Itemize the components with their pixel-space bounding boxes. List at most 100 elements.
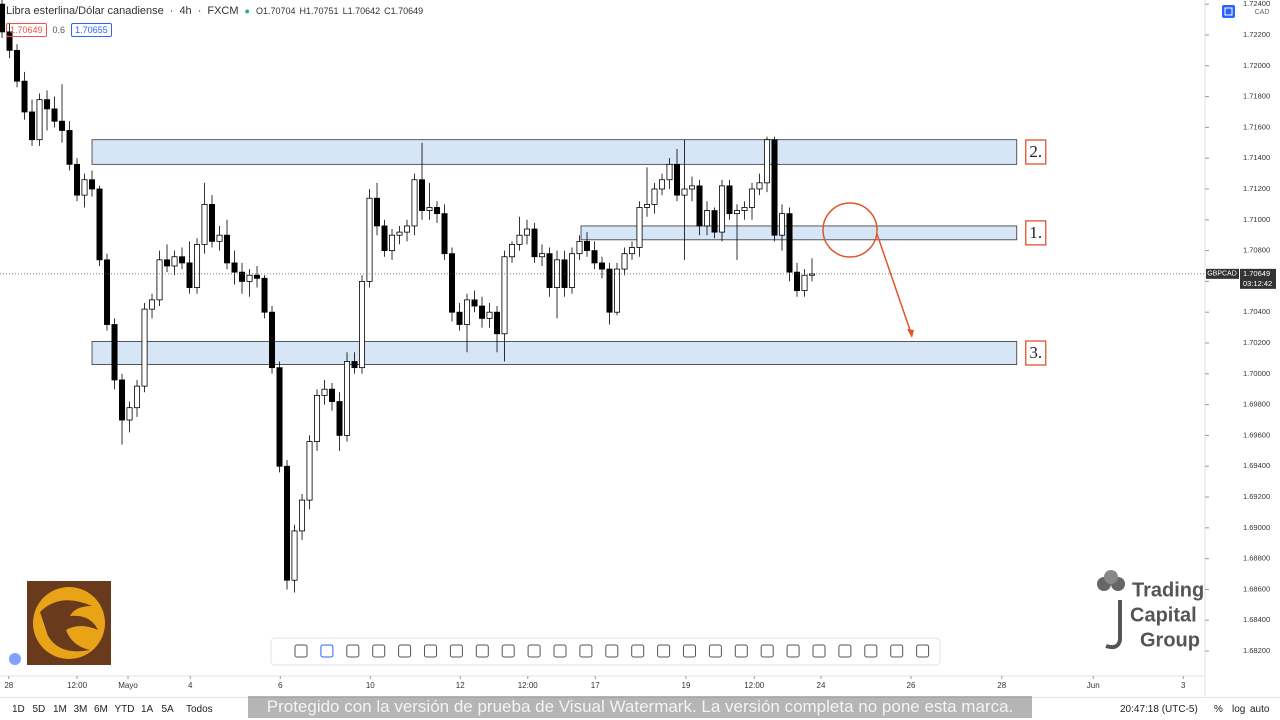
zone: [580, 225, 1018, 241]
ask[interactable]: 1.70655: [71, 23, 112, 37]
zone-label: 2.: [1029, 142, 1042, 161]
tv-logo: [9, 653, 21, 665]
tool-icon[interactable]: [890, 644, 904, 658]
candle-body: [284, 465, 291, 581]
candle-body: [464, 299, 471, 325]
range-button[interactable]: 5D: [32, 704, 46, 715]
tool-icon[interactable]: [605, 644, 619, 658]
candle-body: [254, 274, 261, 279]
candle-body: [554, 259, 561, 288]
candle-body: [381, 225, 388, 251]
tool-icon[interactable]: [864, 644, 878, 658]
tool-icon[interactable]: [424, 644, 437, 658]
tool-icon[interactable]: [812, 644, 826, 658]
tool-icon[interactable]: [786, 644, 800, 658]
tool-icon[interactable]: [501, 644, 515, 658]
tool-icon[interactable]: [683, 644, 696, 658]
candle-body: [246, 274, 253, 282]
price-label-box: [1240, 268, 1276, 289]
tool-icon[interactable]: [320, 644, 334, 658]
y-tick-label: 1.70200: [1243, 338, 1270, 347]
tool-icon[interactable]: [708, 644, 722, 658]
settings-button[interactable]: [1222, 5, 1235, 18]
scale-option[interactable]: auto: [1250, 704, 1270, 715]
y-tick-label: 1.68800: [1243, 554, 1270, 563]
tool-icon[interactable]: [657, 644, 671, 658]
tool-icon[interactable]: [734, 644, 748, 658]
candle-body: [621, 253, 628, 270]
tool-icon[interactable]: [398, 644, 412, 658]
candle-body: [636, 207, 643, 248]
candle-body: [336, 401, 343, 436]
candle-body: [599, 262, 606, 270]
currency: CAD: [1255, 9, 1270, 16]
candle-body: [659, 179, 666, 190]
range-button[interactable]: YTD: [114, 704, 135, 715]
annotation-circle: [822, 202, 878, 258]
tool-icon[interactable]: [838, 644, 852, 658]
candle-body: [704, 210, 711, 227]
candle-body: [726, 185, 733, 215]
ohlc-values: O1.70704 H1.70751 L1.70642 C1.70649: [256, 6, 423, 16]
zone-label: 1.: [1029, 223, 1042, 242]
candle-body: [689, 185, 696, 190]
zone-label-box: [1025, 139, 1047, 165]
tool-icon[interactable]: [527, 644, 541, 658]
candle-body: [396, 231, 403, 236]
range-button[interactable]: Todos: [186, 704, 213, 715]
tool-icon[interactable]: [346, 644, 360, 658]
candle-body: [794, 271, 801, 292]
y-tick-label: 1.68600: [1243, 584, 1270, 593]
candle-body: [486, 311, 493, 319]
range-button[interactable]: 1D: [12, 704, 25, 715]
candle-body: [171, 256, 178, 267]
status-dot: ●: [244, 6, 250, 16]
tool-icon[interactable]: [631, 644, 645, 658]
bid[interactable]: 1.70649: [6, 23, 47, 37]
range-button[interactable]: 1A: [141, 704, 154, 715]
candle-body: [456, 311, 463, 325]
candle-body: [344, 361, 351, 436]
candle-body: [141, 308, 148, 387]
tool-icon[interactable]: [760, 644, 774, 658]
tool-icon[interactable]: [475, 644, 489, 658]
tool-icon[interactable]: [372, 644, 386, 658]
candle-body: [779, 213, 786, 236]
candle-body: [426, 207, 433, 211]
range-button[interactable]: 1M: [53, 704, 67, 715]
tool-icon[interactable]: [294, 644, 308, 658]
tool-icon[interactable]: [553, 644, 567, 658]
y-tick-label: 1.71600: [1243, 122, 1270, 131]
candle-body: [134, 385, 141, 409]
symbol-label-box: [1206, 268, 1239, 279]
scale-option[interactable]: log: [1232, 704, 1246, 715]
range-button[interactable]: 6M: [94, 704, 108, 715]
candle-body: [569, 253, 576, 288]
candle-body: [224, 234, 231, 264]
candle-body: [449, 253, 456, 313]
zone-label: 3.: [1029, 343, 1042, 362]
range-button[interactable]: 3M: [73, 704, 88, 715]
tool-icon[interactable]: [449, 644, 463, 658]
ohlc-value: O1.70704: [255, 6, 296, 16]
brand-mark: [1105, 600, 1122, 650]
countdown-label: 03:12:42: [1243, 279, 1272, 288]
ohlc-value: L1.70642: [342, 6, 381, 16]
tool-icon[interactable]: [579, 644, 593, 658]
x-tick-label: 17: [591, 681, 600, 690]
y-tick-label: 1.71200: [1243, 184, 1270, 193]
annotation-arrow: [876, 233, 912, 334]
range-button[interactable]: 5A: [161, 704, 174, 715]
candle-body: [666, 163, 673, 181]
candle-body: [719, 185, 726, 233]
legend: Libra esterlina/Dólar canadiense · 4h · FX…: [6, 5, 424, 17]
candle-body: [6, 31, 13, 51]
tool-icon[interactable]: [916, 644, 930, 658]
candle-body: [471, 299, 478, 307]
ohlc-value: C1.70649: [384, 6, 424, 16]
y-tick-label: 1.72400: [1243, 0, 1270, 8]
candle-body: [546, 253, 553, 288]
scale-option[interactable]: %: [1214, 704, 1223, 715]
candle-body: [629, 247, 636, 255]
candle-body: [524, 228, 531, 236]
